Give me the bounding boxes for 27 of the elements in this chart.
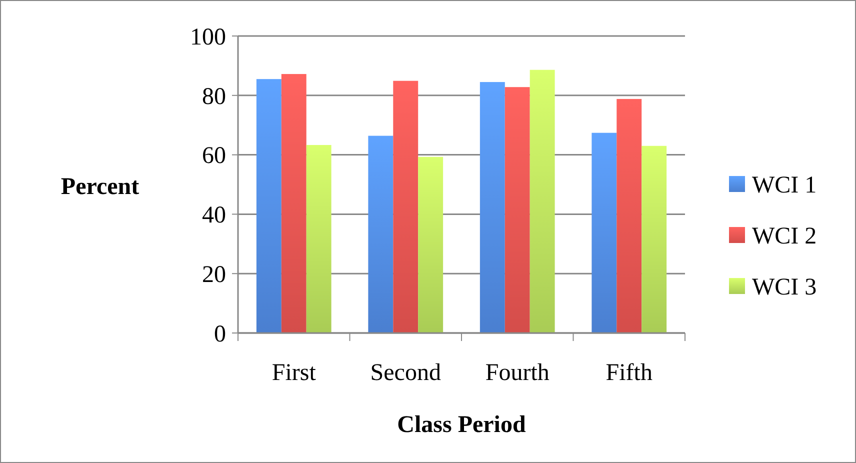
y-tick-label: 0 [214,321,226,348]
x-tick-label: Second [370,360,441,386]
y-tick-label: 80 [202,84,226,110]
x-tick-label: First [272,360,316,386]
legend-label: WCI 1 [752,172,817,198]
bar [418,156,444,333]
y-tick-label: 40 [202,202,226,229]
bar [480,82,505,333]
bar [592,132,617,333]
x-axis-title: Class Period [397,412,526,438]
bar [368,136,394,333]
bar [306,145,332,333]
y-tick-label: 60 [202,143,226,170]
legend-label: WCI 2 [752,223,817,250]
bar [281,74,306,333]
x-tick-label: Fourth [485,360,550,386]
bar [642,146,667,333]
bar [393,80,418,333]
y-tick-label: 20 [202,262,226,288]
y-tick-label: 100 [190,24,226,50]
y-axis-title: Percent [60,174,140,200]
bar [616,98,642,333]
bar [256,79,282,333]
bar [504,87,530,333]
legend-label: WCI 3 [752,274,817,300]
x-tick-label: Fifth [606,360,652,386]
bar [530,70,555,333]
